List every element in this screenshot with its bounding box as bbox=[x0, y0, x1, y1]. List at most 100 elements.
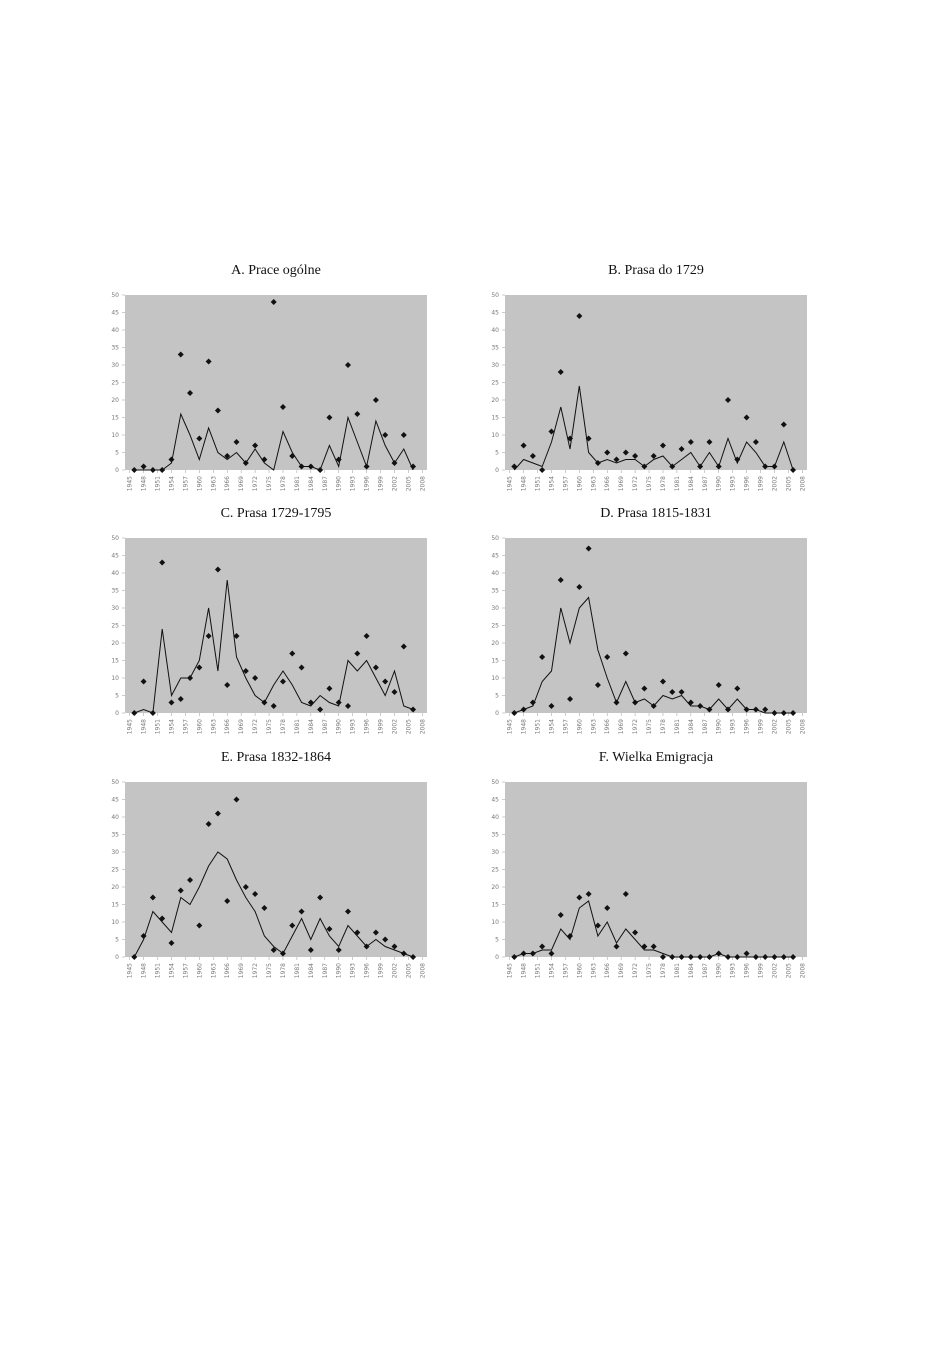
x-tick-label: 1978 bbox=[280, 963, 287, 978]
x-tick-label: 1954 bbox=[168, 963, 175, 978]
data-point bbox=[354, 411, 361, 417]
x-tick-label: 1978 bbox=[280, 476, 287, 491]
x-tick-label: 1987 bbox=[322, 963, 329, 978]
x-tick-label: 1954 bbox=[168, 476, 175, 491]
y-tick-label: 15 bbox=[111, 902, 119, 909]
data-point bbox=[252, 675, 259, 681]
trend-line bbox=[134, 579, 414, 714]
x-tick-label: 2002 bbox=[771, 476, 778, 491]
x-tick-label: 1954 bbox=[168, 719, 175, 734]
data-point bbox=[743, 950, 750, 957]
x-tick-label: 1993 bbox=[730, 963, 737, 978]
x-tick-label: 1975 bbox=[266, 963, 273, 978]
x-tick-label: 1972 bbox=[252, 719, 259, 734]
y-tick-label: 25 bbox=[111, 623, 119, 630]
x-tick-label: 2005 bbox=[405, 719, 412, 734]
data-point bbox=[752, 439, 759, 445]
data-point bbox=[734, 685, 741, 692]
x-tick-label: 1975 bbox=[646, 476, 653, 491]
trend-line bbox=[134, 412, 414, 471]
x-tick-label: 1954 bbox=[548, 719, 555, 734]
x-tick-label: 1984 bbox=[308, 719, 315, 734]
x-tick-label: 1966 bbox=[224, 963, 231, 978]
chart-title: B. Prasa do 1729 bbox=[608, 263, 704, 278]
y-tick-label: 45 bbox=[491, 797, 499, 804]
data-point bbox=[659, 442, 666, 449]
data-point bbox=[678, 446, 685, 452]
x-tick-label: 2005 bbox=[785, 476, 792, 491]
x-tick-label: 1969 bbox=[238, 476, 245, 491]
data-point bbox=[576, 894, 583, 901]
data-point bbox=[632, 453, 639, 459]
x-tick-label: 2005 bbox=[785, 719, 792, 734]
x-tick-label: 1981 bbox=[674, 963, 681, 978]
y-tick-label: 40 bbox=[491, 570, 499, 577]
data-point bbox=[205, 633, 212, 639]
x-tick-label: 1972 bbox=[252, 476, 259, 491]
x-tick-label: 1990 bbox=[716, 476, 723, 491]
x-tick-label: 1963 bbox=[590, 963, 597, 978]
x-tick-label: 2008 bbox=[799, 476, 806, 491]
x-tick-label: 1993 bbox=[350, 719, 357, 734]
data-point bbox=[622, 650, 629, 657]
data-point bbox=[205, 821, 212, 827]
data-point bbox=[400, 432, 407, 438]
data-point bbox=[650, 943, 657, 950]
data-point bbox=[585, 891, 592, 897]
y-tick-label: 25 bbox=[491, 867, 499, 874]
data-point bbox=[585, 435, 592, 442]
data-point bbox=[650, 453, 657, 459]
y-tick-label: 35 bbox=[111, 832, 119, 839]
x-tick-label: 1990 bbox=[336, 963, 343, 978]
x-tick-label: 1948 bbox=[521, 963, 528, 978]
trend-line bbox=[513, 385, 794, 471]
x-tick-label: 1981 bbox=[674, 476, 681, 491]
data-point bbox=[539, 943, 546, 950]
y-tick-label: 0 bbox=[115, 710, 119, 717]
data-point bbox=[641, 685, 648, 692]
x-tick-label: 1966 bbox=[604, 963, 611, 978]
data-point bbox=[345, 703, 352, 709]
plot-area bbox=[125, 538, 427, 713]
y-tick-label: 40 bbox=[111, 570, 119, 577]
x-tick-label: 1993 bbox=[730, 476, 737, 491]
x-tick-label: 1984 bbox=[308, 476, 315, 491]
x-tick-label: 1984 bbox=[688, 719, 695, 734]
x-tick-label: 1960 bbox=[196, 719, 203, 734]
x-tick-label: 2002 bbox=[771, 963, 778, 978]
y-tick-label: 10 bbox=[111, 675, 119, 682]
x-tick-label: 1966 bbox=[224, 719, 231, 734]
y-tick-label: 35 bbox=[491, 832, 499, 839]
data-point bbox=[622, 891, 629, 897]
x-tick-label: 1957 bbox=[182, 963, 189, 978]
x-tick-label: 1951 bbox=[535, 719, 542, 734]
data-point bbox=[659, 954, 666, 960]
data-point bbox=[233, 439, 240, 445]
y-tick-label: 0 bbox=[115, 467, 119, 474]
trend-line bbox=[514, 596, 794, 714]
x-tick-label: 2002 bbox=[771, 719, 778, 734]
x-tick-label: 1963 bbox=[210, 719, 217, 734]
x-tick-label: 2005 bbox=[405, 963, 412, 978]
x-tick-label: 1993 bbox=[350, 476, 357, 491]
data-point bbox=[187, 390, 194, 396]
trend-line bbox=[514, 900, 794, 958]
data-point bbox=[289, 922, 296, 929]
y-tick-label: 50 bbox=[111, 779, 119, 786]
data-point bbox=[307, 947, 314, 953]
x-tick-label: 2002 bbox=[391, 963, 398, 978]
data-point bbox=[177, 696, 184, 702]
y-tick-label: 30 bbox=[491, 605, 499, 612]
data-point bbox=[669, 689, 676, 695]
x-tick-label: 1999 bbox=[758, 476, 765, 491]
y-tick-label: 25 bbox=[111, 867, 119, 874]
y-tick-label: 0 bbox=[495, 954, 499, 961]
x-tick-label: 1951 bbox=[155, 963, 162, 978]
chart: F. Wielka Emigracja 0 5 10 15 20 25 30 35 40 45 50 1… bbox=[491, 750, 807, 978]
data-point bbox=[391, 943, 398, 950]
x-tick-label: 1990 bbox=[336, 476, 343, 491]
data-point bbox=[345, 362, 352, 368]
data-point bbox=[224, 682, 231, 688]
x-tick-label: 2008 bbox=[799, 963, 806, 978]
data-point bbox=[511, 954, 518, 960]
